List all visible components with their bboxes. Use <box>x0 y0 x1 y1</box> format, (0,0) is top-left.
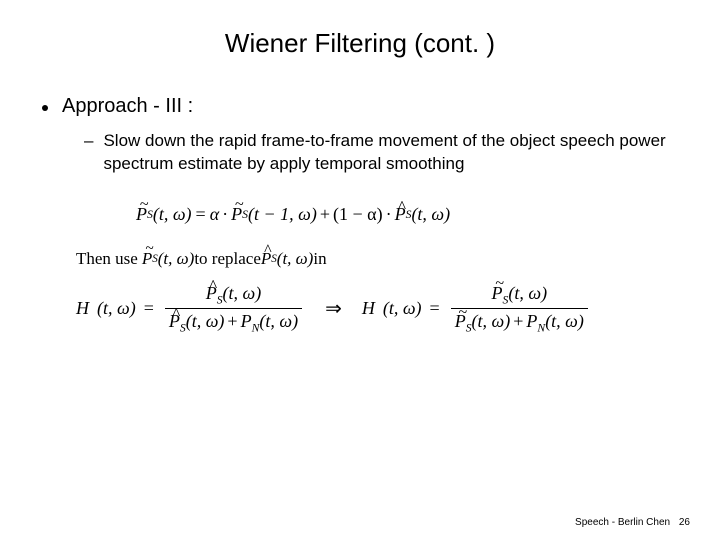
sym-H1: H <box>76 298 89 319</box>
footer: Speech - Berlin Chen 26 <box>575 517 690 528</box>
den2-tw: (t, ω) <box>472 311 511 331</box>
bullet-dot-icon <box>42 105 48 111</box>
page-title: Wiener Filtering (cont. ) <box>36 28 684 59</box>
sym-tw2: (t, ω) <box>411 204 450 225</box>
eq-then-line: Then use P S (t, ω) to replace P S (t, ω… <box>76 249 684 269</box>
eq-h-line: H (t, ω) = PS(t, ω) PS(t, ω)+PN(t, ω) ⇒ … <box>76 283 684 335</box>
equation-block: P S (t, ω) = α · P S (t − 1, ω) + (1 − α… <box>136 204 684 335</box>
sym-dot1: · <box>222 204 228 225</box>
den-p-hat: P <box>169 311 180 332</box>
slide: Wiener Filtering (cont. ) Approach - III… <box>0 0 720 540</box>
frac-right: PS(t, ω) PS(t, ω)+PN(t, ω) <box>451 283 588 335</box>
sym-tw6: (t, ω) <box>383 298 422 319</box>
sym-plus1: + <box>320 204 330 225</box>
sym-H2: H <box>362 298 375 319</box>
sym-tw3: (t, ω) <box>158 249 195 269</box>
frac-left: PS(t, ω) PS(t, ω)+PN(t, ω) <box>165 283 302 335</box>
sym-dot2: · <box>386 204 392 225</box>
sym-p-tilde2: P <box>231 204 242 225</box>
sym-p-tilde: P <box>136 204 147 225</box>
bullet-dash-icon: – <box>84 130 93 153</box>
sym-alpha: α <box>210 204 219 225</box>
to-replace-text: to replace <box>194 249 261 269</box>
num2-p-tilde: P <box>492 283 503 304</box>
sym-tw: (t, ω) <box>153 204 192 225</box>
den-pn: P <box>241 311 252 331</box>
sym-p-hat: P <box>395 204 406 225</box>
sym-tw4: (t, ω) <box>277 249 314 269</box>
num2-tw: (t, ω) <box>508 283 547 303</box>
bullet-level1: Approach - III : <box>42 95 684 118</box>
sym-eq3: = <box>430 298 440 319</box>
num-tw: (t, ω) <box>223 283 262 303</box>
num-p-hat: P <box>206 283 217 304</box>
sym-1ma: (1 − α) <box>333 204 383 225</box>
den-tw2: (t, ω) <box>259 311 298 331</box>
eq-smoothing: P S (t, ω) = α · P S (t − 1, ω) + (1 − α… <box>136 204 684 225</box>
sym-p-tilde3: P <box>142 249 152 269</box>
den-tw: (t, ω) <box>186 311 225 331</box>
then-text: Then use <box>76 249 138 269</box>
sym-p-hat2: P <box>261 249 271 269</box>
sym-tw5: (t, ω) <box>97 298 136 319</box>
sym-tm1w: (t − 1, ω) <box>248 204 317 225</box>
arrow-icon: ⇒ <box>325 296 342 321</box>
sym-eq2: = <box>144 298 154 319</box>
den2-tw2: (t, ω) <box>545 311 584 331</box>
bullet-l1-text: Approach - III : <box>62 95 193 118</box>
footer-page: 26 <box>679 517 690 528</box>
den-plus: + <box>227 311 237 331</box>
sym-eq: = <box>196 204 206 225</box>
footer-text: Speech - Berlin Chen <box>575 517 670 528</box>
in-text: in <box>313 249 326 269</box>
bullet-l2-text: Slow down the rapid frame-to-frame movem… <box>103 130 684 176</box>
den2-plus: + <box>513 311 523 331</box>
den2-pn: P <box>526 311 537 331</box>
bullet-level2: – Slow down the rapid frame-to-frame mov… <box>84 130 684 176</box>
den2-p-tilde: P <box>455 311 466 332</box>
